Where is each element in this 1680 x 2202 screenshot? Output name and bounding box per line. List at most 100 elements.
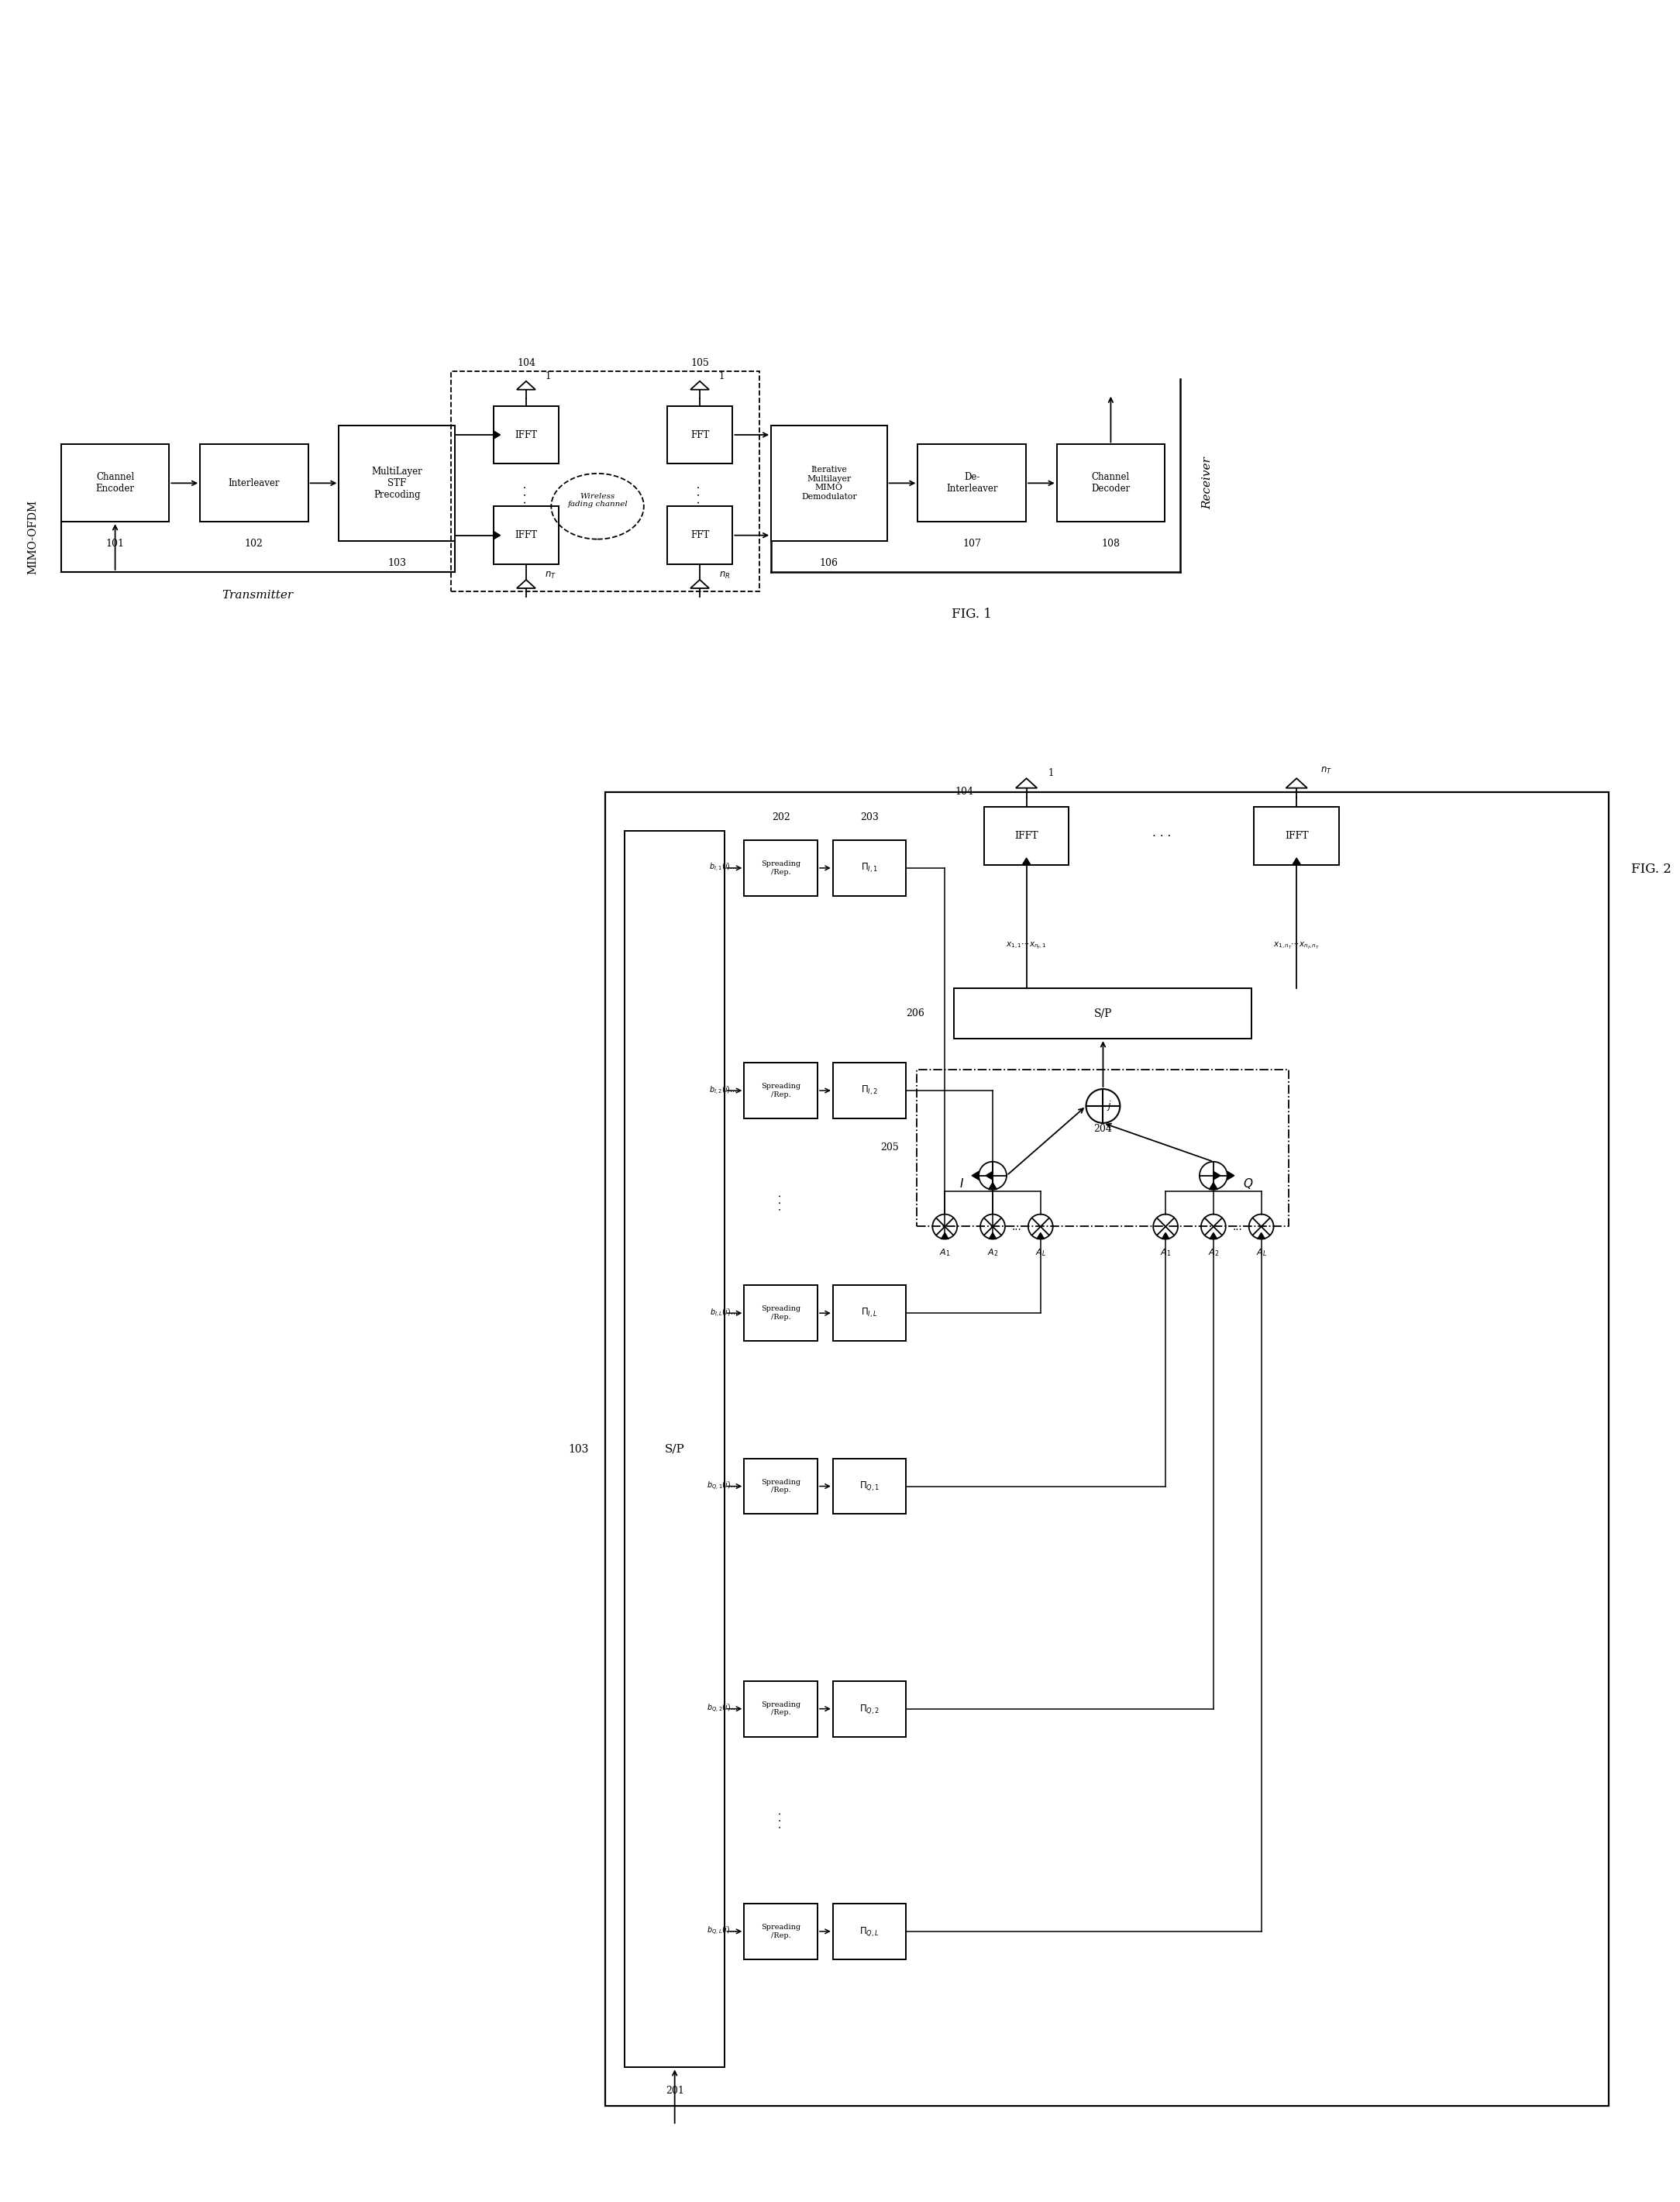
Text: · · ·: · · ·	[521, 484, 531, 504]
Text: $\Pi_{I,1}$: $\Pi_{I,1}$	[862, 861, 879, 874]
FancyBboxPatch shape	[744, 841, 818, 896]
Polygon shape	[1023, 859, 1030, 865]
Text: $n_T$: $n_T$	[544, 570, 556, 579]
FancyBboxPatch shape	[1057, 445, 1164, 522]
FancyBboxPatch shape	[771, 425, 887, 542]
Text: $\Pi_{Q,1}$: $\Pi_{Q,1}$	[860, 1480, 880, 1493]
Text: 204: 204	[1094, 1125, 1112, 1134]
Polygon shape	[494, 432, 501, 438]
Text: $b_{Q,L}(i)$...: $b_{Q,L}(i)$...	[707, 1925, 738, 1938]
Text: 1: 1	[1048, 768, 1053, 777]
FancyBboxPatch shape	[744, 1286, 818, 1341]
Text: Transmitter: Transmitter	[222, 590, 294, 601]
Text: Spreading
/Rep.: Spreading /Rep.	[761, 861, 801, 876]
Text: Wireless
fading channel: Wireless fading channel	[568, 493, 628, 509]
Text: S/P: S/P	[1094, 1009, 1112, 1020]
FancyBboxPatch shape	[917, 445, 1026, 522]
Text: $n_T$: $n_T$	[1320, 766, 1332, 775]
FancyBboxPatch shape	[339, 425, 455, 542]
Text: 104: 104	[956, 786, 974, 797]
Text: $\Pi_{Q,L}$: $\Pi_{Q,L}$	[860, 1925, 880, 1938]
Polygon shape	[986, 1171, 993, 1180]
Text: 106: 106	[820, 557, 838, 568]
FancyBboxPatch shape	[605, 793, 1608, 2105]
Text: FFT: FFT	[690, 531, 709, 539]
Text: $A_1$: $A_1$	[939, 1249, 951, 1257]
FancyBboxPatch shape	[744, 1064, 818, 1119]
FancyBboxPatch shape	[1255, 806, 1339, 865]
FancyBboxPatch shape	[667, 405, 732, 465]
Text: 201: 201	[665, 2085, 684, 2096]
FancyBboxPatch shape	[744, 1680, 818, 1737]
Polygon shape	[1037, 1233, 1045, 1240]
FancyBboxPatch shape	[200, 445, 307, 522]
Text: FFT: FFT	[690, 429, 709, 440]
Text: 103: 103	[568, 1445, 588, 1456]
Text: 203: 203	[860, 813, 879, 821]
Polygon shape	[941, 1233, 949, 1240]
Text: FIG. 1: FIG. 1	[953, 608, 991, 621]
Text: De-
Interleaver: De- Interleaver	[946, 471, 998, 493]
Text: FIG. 2: FIG. 2	[1631, 863, 1672, 876]
Polygon shape	[1213, 1171, 1220, 1180]
FancyBboxPatch shape	[494, 506, 559, 564]
Text: $b_{I,2}(i)$...: $b_{I,2}(i)$...	[709, 1086, 738, 1097]
Text: 105: 105	[690, 359, 709, 368]
FancyBboxPatch shape	[954, 989, 1252, 1039]
Text: 102: 102	[245, 537, 264, 548]
Polygon shape	[988, 1182, 996, 1189]
Text: $A_L$: $A_L$	[1035, 1249, 1047, 1257]
Text: $\Pi_{Q,2}$: $\Pi_{Q,2}$	[860, 1702, 880, 1715]
Text: $Q$: $Q$	[1243, 1176, 1253, 1191]
Text: · · ·: · · ·	[776, 1193, 786, 1211]
Text: Channel
Decoder: Channel Decoder	[1092, 471, 1131, 493]
FancyBboxPatch shape	[833, 1680, 906, 1737]
Text: · · ·: · · ·	[776, 1812, 786, 1828]
Text: Channel
Encoder: Channel Encoder	[96, 471, 134, 493]
Polygon shape	[1228, 1171, 1235, 1180]
Text: · · ·: · · ·	[1152, 830, 1171, 841]
FancyBboxPatch shape	[833, 841, 906, 896]
Text: 202: 202	[771, 813, 790, 821]
Text: $A_2$: $A_2$	[1208, 1249, 1220, 1257]
Text: $b_{I,1}(i)$...: $b_{I,1}(i)$...	[709, 863, 738, 874]
Polygon shape	[1210, 1233, 1216, 1240]
Text: $\Pi_{I,L}$: $\Pi_{I,L}$	[862, 1306, 879, 1319]
FancyBboxPatch shape	[744, 1903, 818, 1960]
FancyBboxPatch shape	[60, 445, 170, 522]
Polygon shape	[494, 531, 501, 539]
Polygon shape	[1210, 1182, 1218, 1189]
Text: $b_{I,L}(i)$...: $b_{I,L}(i)$...	[709, 1308, 738, 1319]
Text: 104: 104	[517, 359, 536, 368]
Polygon shape	[1163, 1233, 1169, 1240]
Text: 206: 206	[907, 1009, 926, 1020]
Text: IFFT: IFFT	[514, 531, 538, 539]
Text: 205: 205	[880, 1143, 899, 1154]
FancyBboxPatch shape	[744, 1458, 818, 1515]
Text: 1: 1	[719, 372, 724, 381]
Text: $A_1$: $A_1$	[1159, 1249, 1171, 1257]
FancyBboxPatch shape	[833, 1903, 906, 1960]
FancyBboxPatch shape	[984, 806, 1068, 865]
Text: $A_L$: $A_L$	[1257, 1249, 1267, 1257]
Text: $I$: $I$	[959, 1178, 964, 1189]
Text: $A_2$: $A_2$	[988, 1249, 998, 1257]
Text: IFFT: IFFT	[514, 429, 538, 440]
Text: $n_R$: $n_R$	[719, 570, 731, 579]
FancyBboxPatch shape	[833, 1064, 906, 1119]
Polygon shape	[971, 1171, 979, 1180]
Text: 108: 108	[1102, 537, 1121, 548]
FancyBboxPatch shape	[494, 405, 559, 465]
Text: $x_{1,n_T}\cdots x_{n_f,n_T}$: $x_{1,n_T}\cdots x_{n_f,n_T}$	[1273, 940, 1320, 951]
FancyBboxPatch shape	[833, 1286, 906, 1341]
Text: Spreading
/Rep.: Spreading /Rep.	[761, 1925, 801, 1940]
Text: Spreading
/Rep.: Spreading /Rep.	[761, 1306, 801, 1321]
Text: ...: ...	[1011, 1222, 1021, 1231]
Text: Spreading
/Rep.: Spreading /Rep.	[761, 1083, 801, 1099]
Text: S/P: S/P	[665, 1445, 685, 1456]
Text: $b_{Q,2}(i)$...: $b_{Q,2}(i)$...	[707, 1702, 738, 1715]
Polygon shape	[1258, 1233, 1265, 1240]
Text: $\Pi_{I,2}$: $\Pi_{I,2}$	[862, 1083, 879, 1097]
Text: Spreading
/Rep.: Spreading /Rep.	[761, 1702, 801, 1715]
Text: Receiver: Receiver	[1201, 456, 1213, 509]
